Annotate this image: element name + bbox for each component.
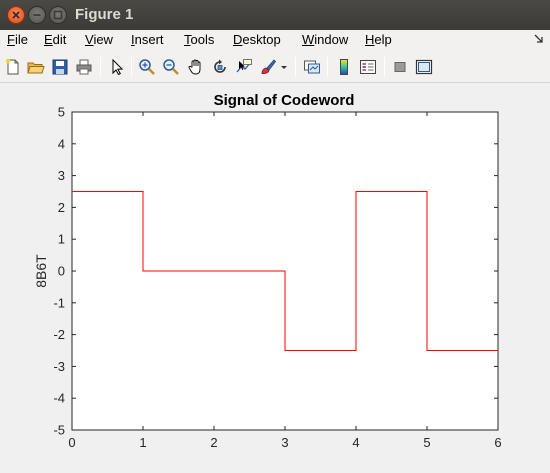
brush-button[interactable]	[257, 56, 279, 78]
x-tick-label: 5	[423, 435, 430, 450]
y-tick-label: -1	[53, 295, 65, 310]
maximize-button[interactable]	[49, 6, 67, 24]
zoom-out-button[interactable]	[160, 56, 182, 78]
toolbar	[0, 51, 550, 83]
y-tick-label: 4	[58, 136, 65, 151]
data-cursor-button[interactable]	[233, 56, 255, 78]
y-tick-label: -5	[53, 423, 65, 438]
menu-file[interactable]: File	[7, 32, 28, 47]
legend-icon	[359, 58, 377, 76]
x-tick-label: 1	[139, 435, 146, 450]
y-tick-label: 2	[58, 200, 65, 215]
window-title: Figure 1	[75, 6, 133, 23]
plot-svg[interactable]: Signal of Codeword 0 1 2 3 4 5 6 -5 -4 -3 -2 -1 0 1 2 3…	[0, 84, 550, 473]
colorbar-icon	[335, 58, 353, 76]
menu-bar: File Edit View Insert Tools Desktop Wind…	[0, 30, 550, 51]
open-file-icon	[27, 58, 45, 76]
show-plot-tools-icon	[415, 58, 433, 76]
print-icon	[75, 58, 93, 76]
open-file-button[interactable]	[25, 56, 47, 78]
y-tick-label: 3	[58, 168, 65, 183]
y-tick-label: 5	[58, 105, 65, 120]
menu-view[interactable]: View	[85, 32, 113, 47]
rotate-3d-button[interactable]	[209, 56, 231, 78]
x-tick-label: 0	[68, 435, 75, 450]
menu-help[interactable]: Help	[365, 32, 392, 47]
dock-arrow-icon[interactable]	[534, 34, 544, 44]
pointer-button[interactable]	[106, 56, 128, 78]
chart-title: Signal of Codeword	[214, 92, 355, 109]
maximize-icon	[50, 7, 66, 23]
close-button[interactable]	[7, 6, 25, 24]
zoom-in-button[interactable]	[136, 56, 158, 78]
pan-icon	[187, 58, 205, 76]
menu-insert[interactable]: Insert	[131, 32, 164, 47]
y-tick-label: 0	[58, 264, 65, 279]
menu-tools[interactable]: Tools	[184, 32, 214, 47]
close-icon	[8, 7, 24, 23]
y-tick-label: -3	[53, 359, 65, 374]
print-button[interactable]	[73, 56, 95, 78]
colorbar-button[interactable]	[333, 56, 355, 78]
y-tick-label: -2	[53, 327, 65, 342]
data-cursor-icon	[235, 58, 253, 76]
show-plot-tools-button[interactable]	[413, 56, 435, 78]
x-tick-label: 6	[494, 435, 501, 450]
rotate-3d-icon	[211, 58, 229, 76]
zoom-out-icon	[162, 58, 180, 76]
save-icon	[51, 58, 69, 76]
new-figure-button[interactable]	[2, 56, 24, 78]
menu-edit[interactable]: Edit	[44, 32, 66, 47]
hide-plot-tools-button[interactable]	[389, 56, 411, 78]
link-plot-icon	[303, 58, 321, 76]
new-figure-icon	[4, 58, 22, 76]
y-axis-label: 8B6T	[33, 254, 49, 288]
menu-desktop[interactable]: Desktop	[233, 32, 281, 47]
pointer-icon	[108, 58, 126, 76]
y-tick-label: -4	[53, 391, 65, 406]
pan-button[interactable]	[185, 56, 207, 78]
save-button[interactable]	[49, 56, 71, 78]
x-tick-label: 3	[281, 435, 288, 450]
brush-dropdown-button[interactable]	[278, 56, 290, 78]
minimize-button[interactable]	[28, 6, 46, 24]
link-plot-button[interactable]	[301, 56, 323, 78]
menu-window[interactable]: Window	[302, 32, 348, 47]
brush-dropdown-icon	[278, 58, 290, 76]
minimize-icon	[29, 7, 45, 23]
x-tick-label: 2	[210, 435, 217, 450]
title-bar: Figure 1	[0, 0, 550, 30]
hide-plot-tools-icon	[391, 58, 409, 76]
x-tick-label: 4	[352, 435, 359, 450]
zoom-in-icon	[138, 58, 156, 76]
legend-button[interactable]	[357, 56, 379, 78]
figure-canvas: Signal of Codeword 0 1 2 3 4 5 6 -5 -4 -3 -2 -1 0 1 2 3…	[0, 84, 550, 473]
y-tick-label: 1	[58, 232, 65, 247]
brush-icon	[259, 58, 277, 76]
